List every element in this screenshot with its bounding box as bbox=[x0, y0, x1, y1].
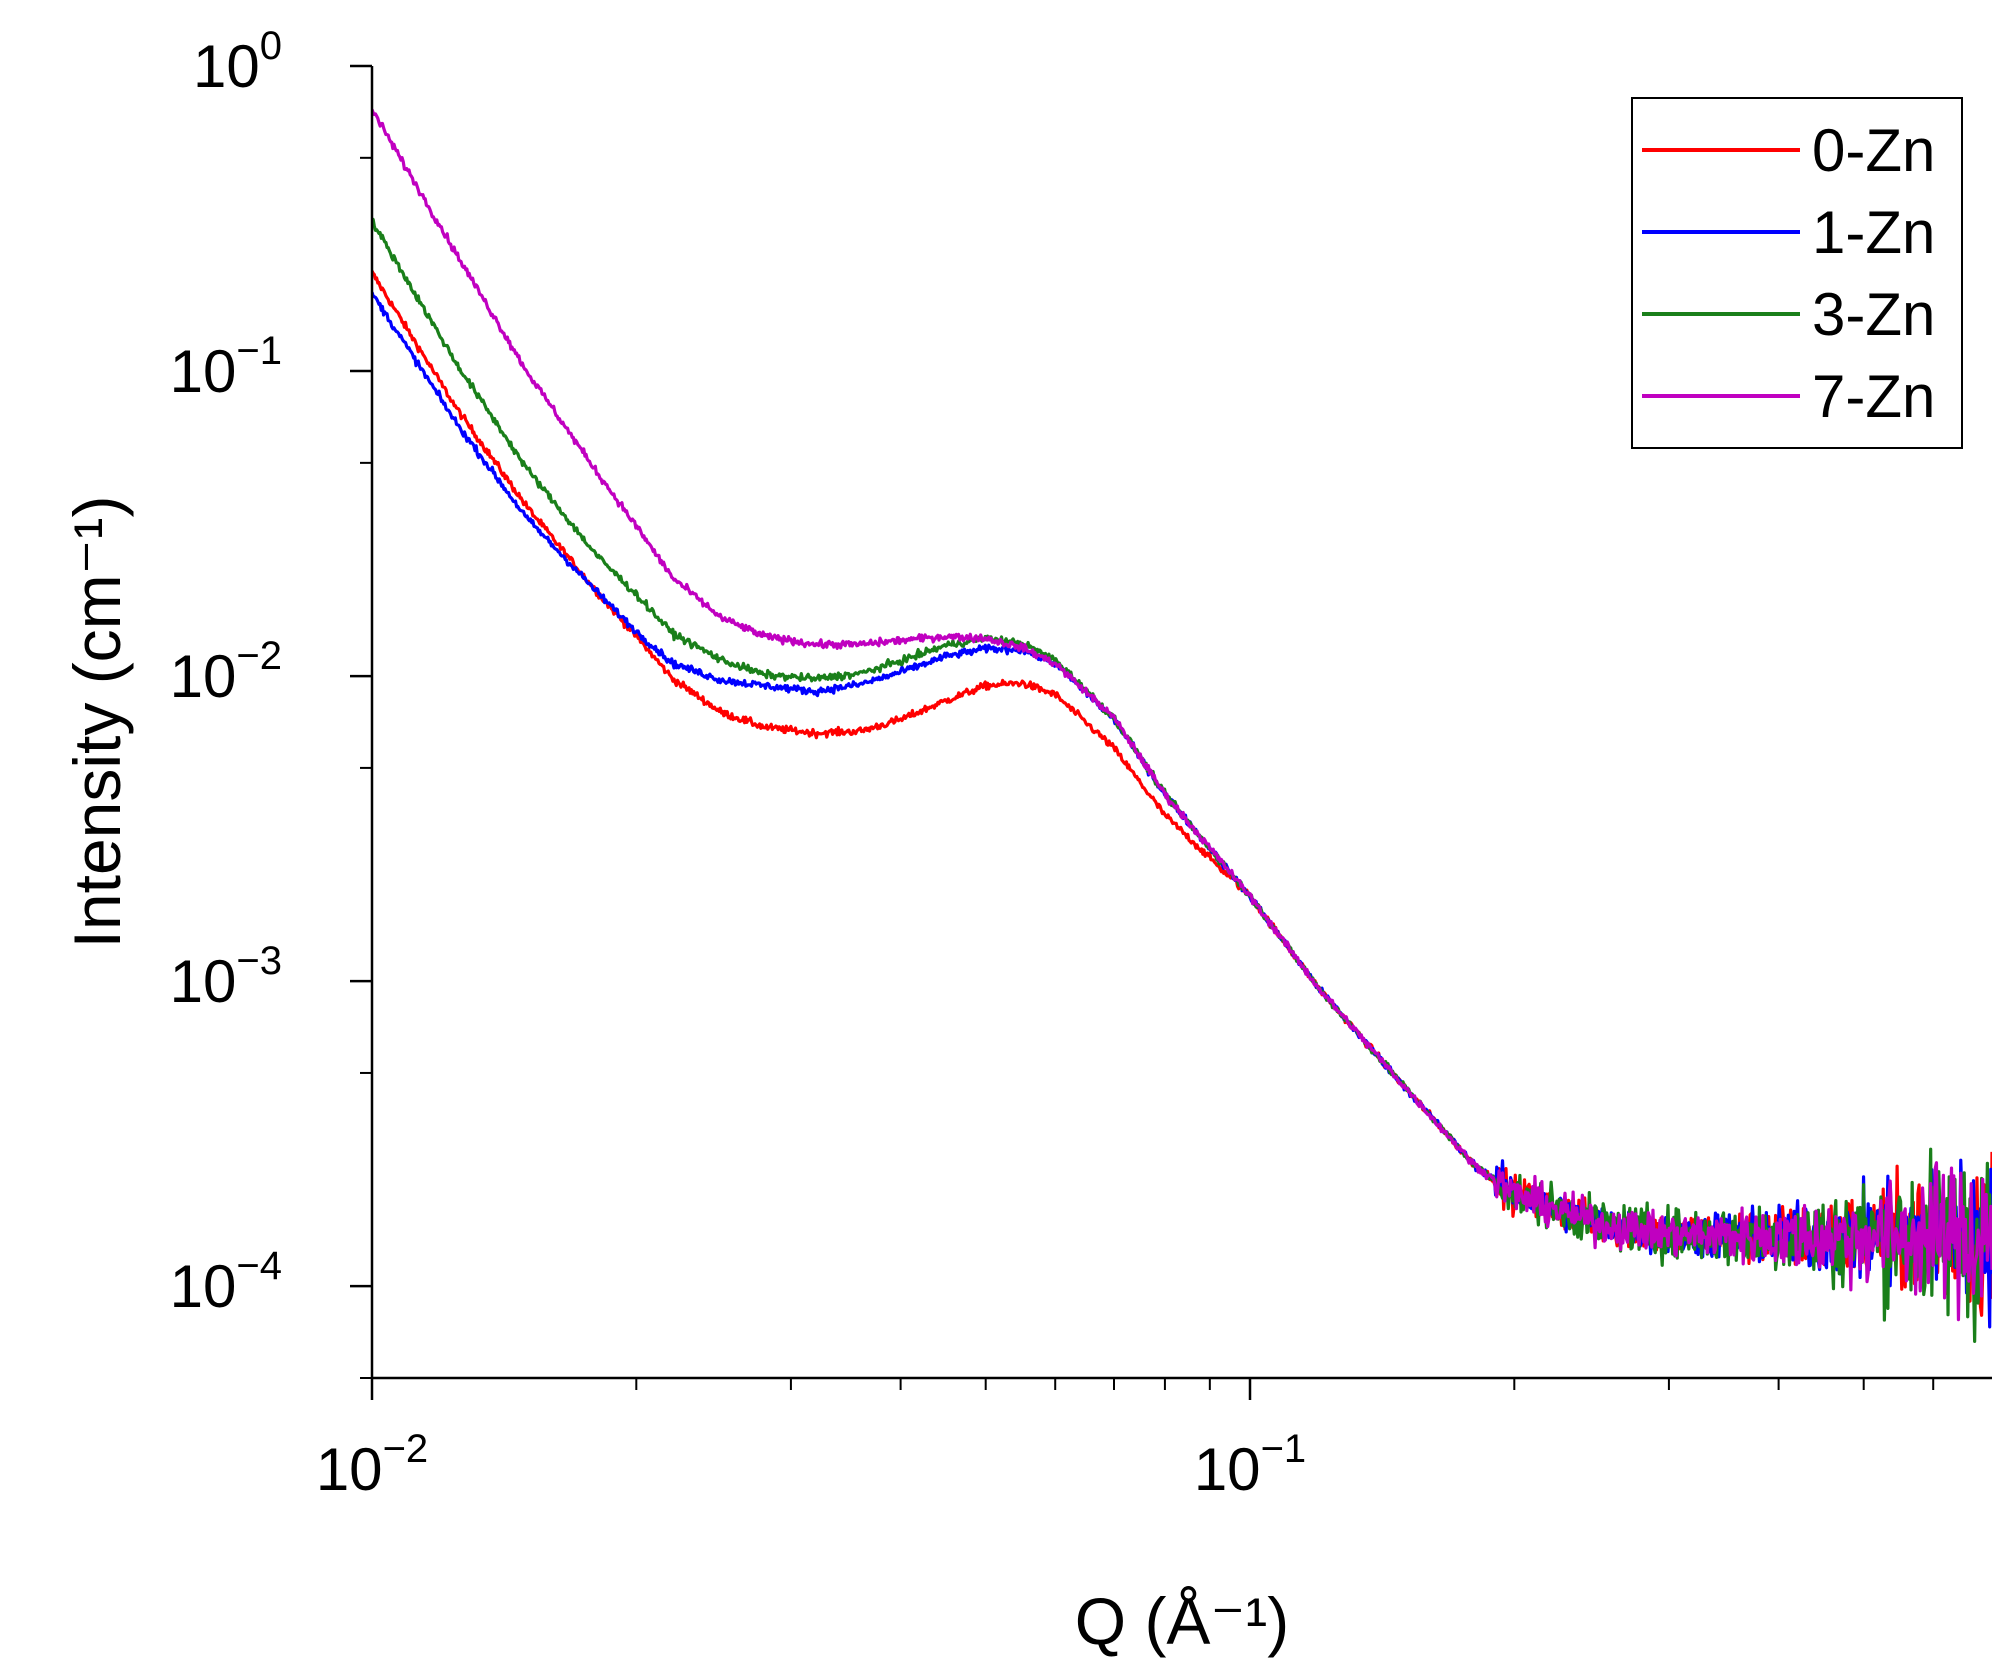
y-tick-label: 10−1 bbox=[170, 329, 282, 405]
series-layer bbox=[372, 108, 1992, 1343]
y-tick-label: 10−4 bbox=[170, 1244, 282, 1320]
y-tick-label: 10−3 bbox=[170, 939, 282, 1015]
legend-label-7-zn: 7-Zn bbox=[1812, 363, 1935, 430]
axes bbox=[370, 66, 1992, 1380]
legend-label-1-zn: 1-Zn bbox=[1812, 199, 1935, 266]
y-tick-label: 100 bbox=[193, 24, 282, 100]
y-tick-label: 10−2 bbox=[170, 634, 282, 710]
legend-label-3-zn: 3-Zn bbox=[1812, 281, 1935, 348]
x-tick-label: 10−1 bbox=[1194, 1427, 1306, 1503]
legend-box bbox=[1631, 97, 1963, 449]
legend: 0-Zn 1-Zn 3-Zn 7-Zn bbox=[1631, 97, 1963, 449]
ticks: 10−2 10−1 100 10−1 10−2 10−3 10−4 bbox=[170, 24, 1935, 1503]
x-tick-label: 10−2 bbox=[316, 1427, 428, 1503]
legend-label-0-zn: 0-Zn bbox=[1812, 117, 1935, 184]
x-axis-title: Q (Å⁻¹) bbox=[1075, 1584, 1289, 1658]
y-axis-title: Intensity (cm⁻¹) bbox=[60, 496, 134, 949]
series-line-7-zn bbox=[372, 108, 1992, 1322]
